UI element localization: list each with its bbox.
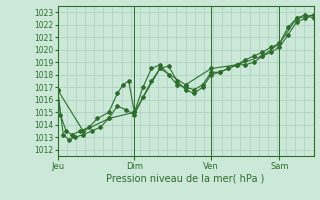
X-axis label: Pression niveau de la mer( hPa ): Pression niveau de la mer( hPa ) <box>107 173 265 183</box>
